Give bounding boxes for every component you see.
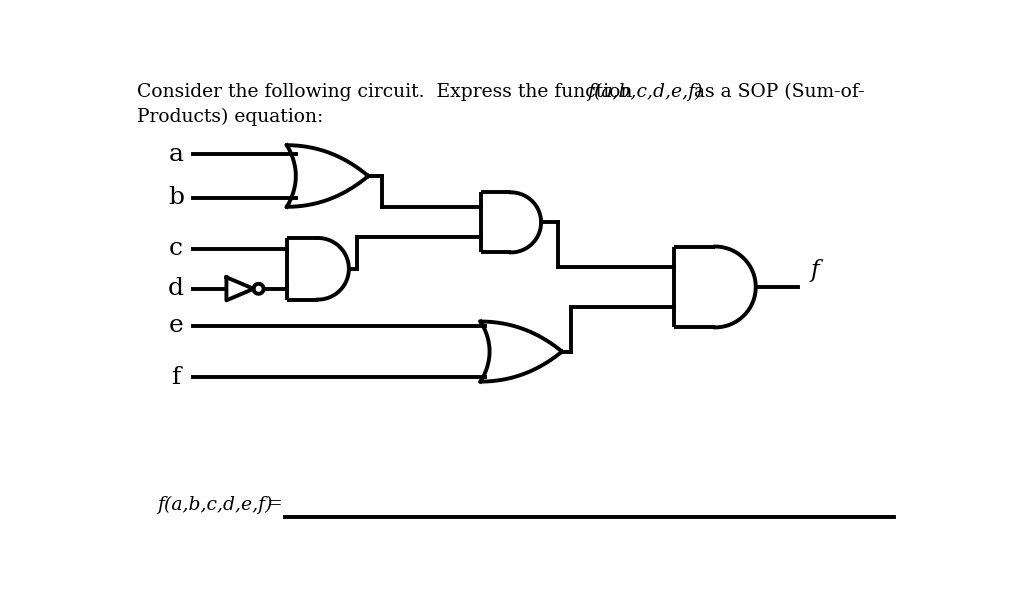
Text: c: c — [169, 237, 183, 260]
Text: e: e — [169, 314, 183, 337]
Text: f(a,b,c,d,e,f): f(a,b,c,d,e,f) — [587, 83, 702, 101]
Text: =: = — [261, 495, 283, 514]
Text: Consider the following circuit.  Express the function: Consider the following circuit. Express … — [137, 83, 639, 101]
Text: b: b — [168, 187, 184, 209]
Text: a: a — [169, 143, 183, 165]
Text: Products) equation:: Products) equation: — [137, 108, 324, 126]
Text: f: f — [810, 259, 819, 282]
Text: d: d — [168, 278, 184, 300]
Text: f(a,b,c,d,e,f): f(a,b,c,d,e,f) — [158, 495, 273, 514]
Text: as a SOP (Sum-of-: as a SOP (Sum-of- — [687, 83, 864, 101]
Text: f: f — [171, 366, 180, 389]
